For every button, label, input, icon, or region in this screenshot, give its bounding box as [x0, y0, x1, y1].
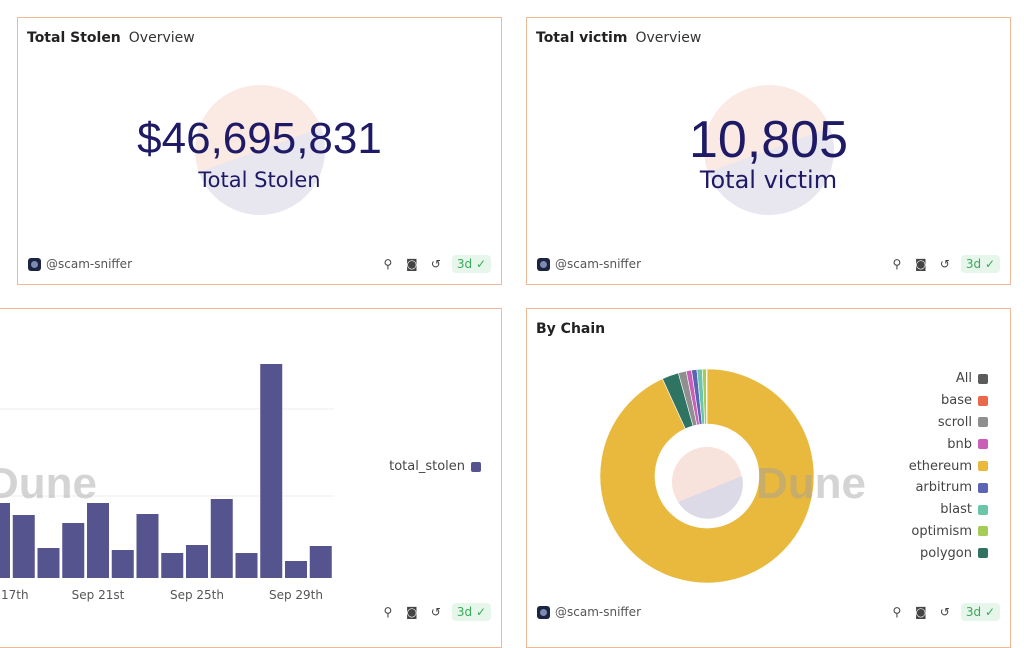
refresh-badge[interactable]: 3d ✓	[451, 603, 491, 621]
counter-value: 10,805	[688, 111, 849, 169]
camera-icon[interactable]: ◙	[915, 605, 927, 619]
legend-item-arbitrum[interactable]: arbitrum	[909, 477, 988, 499]
fork-icon[interactable]: ⚲	[383, 605, 393, 619]
donut-chart	[599, 368, 815, 584]
avatar	[28, 257, 41, 271]
bar[interactable]	[136, 514, 159, 578]
card-subtitle: Overview	[635, 30, 702, 46]
bar[interactable]	[186, 545, 208, 578]
bar[interactable]	[161, 553, 184, 578]
dune-watermark: Dune	[0, 459, 97, 508]
author-link[interactable]: @scam-sniffer	[555, 257, 641, 271]
refresh-icon[interactable]: ↺	[939, 605, 950, 619]
legend-item-ethereum[interactable]: ethereum	[909, 455, 988, 477]
refresh-badge[interactable]: 3d ✓	[960, 255, 1000, 273]
legend-swatch	[978, 417, 988, 428]
bar[interactable]	[309, 546, 332, 578]
legend-item-scroll[interactable]: scroll	[909, 412, 988, 434]
x-tick-label: Sep 25th	[170, 588, 224, 602]
check-circle-icon: ✓	[475, 257, 486, 271]
bar[interactable]	[111, 550, 134, 578]
camera-icon[interactable]: ◙	[406, 605, 418, 619]
refresh-icon[interactable]: ↺	[430, 605, 441, 619]
pie-legend: All base scroll bnb ethereum arbitrum blast opt…	[909, 368, 988, 564]
legend-swatch	[978, 548, 988, 559]
card-footer: ⚲ ◙ ↺ 3d ✓	[1, 602, 491, 622]
x-tick-label: Sep 21st	[72, 588, 125, 602]
legend-item[interactable]: total_stolen	[389, 456, 481, 478]
fork-icon[interactable]: ⚲	[383, 257, 393, 271]
pie-slice-base[interactable]	[706, 368, 708, 425]
legend-item-bnb[interactable]: bnb	[909, 433, 988, 455]
counter-label: Total Stolen	[198, 168, 321, 192]
stolen-bar-card: 17th Sep 21st Sep 25th Sep 29th Dune total_…	[0, 308, 502, 648]
card-footer: @scam-sniffer ⚲ ◙ ↺ 3d ✓	[28, 254, 491, 274]
dune-watermark: Dune	[756, 459, 866, 508]
check-circle-icon: ✓	[984, 605, 995, 619]
bar[interactable]	[210, 499, 233, 578]
bar[interactable]	[37, 548, 60, 578]
check-circle-icon: ✓	[984, 257, 995, 271]
author-link[interactable]: @scam-sniffer	[46, 257, 132, 271]
bar[interactable]	[62, 523, 85, 578]
bar-chart: 17th Sep 21st Sep 25th Sep 29th	[0, 364, 334, 602]
refresh-badge[interactable]: 3d ✓	[960, 603, 1000, 621]
card-footer: @scam-sniffer ⚲ ◙ ↺ 3d ✓	[537, 602, 1000, 622]
x-tick-label: Sep 29th	[269, 588, 323, 602]
fork-icon[interactable]: ⚲	[892, 257, 902, 271]
legend-swatch	[978, 526, 988, 537]
legend-swatch	[978, 461, 988, 472]
bar[interactable]	[285, 561, 307, 578]
refresh-icon[interactable]: ↺	[939, 257, 950, 271]
counter-value: $46,695,831	[137, 114, 382, 163]
card-title: Total Stolen	[27, 30, 121, 46]
legend-swatch	[978, 373, 988, 384]
background-logo	[703, 85, 834, 215]
bar-legend: total_stolen	[389, 456, 481, 478]
author-link[interactable]: @scam-sniffer	[555, 605, 641, 619]
bar[interactable]	[12, 515, 35, 578]
total-victim-card: Total victim Overview 10,805 Total victim…	[526, 17, 1011, 285]
bar[interactable]	[235, 553, 258, 578]
by-chain-card: By Chain Dune All base scroll bnb ethereum ar…	[526, 308, 1011, 648]
check-circle-icon: ✓	[475, 605, 486, 619]
camera-icon[interactable]: ◙	[915, 257, 927, 271]
card-title: Total victim	[536, 30, 628, 46]
bar[interactable]	[87, 503, 109, 578]
total-stolen-card: Total Stolen Overview $46,695,831 Total S…	[17, 17, 502, 285]
bar[interactable]	[260, 364, 283, 578]
legend-item-optimism[interactable]: optimism	[909, 521, 988, 543]
camera-icon[interactable]: ◙	[406, 257, 418, 271]
bar[interactable]	[0, 503, 10, 578]
background-logo	[194, 85, 325, 215]
legend-item-blast[interactable]: blast	[909, 499, 988, 521]
card-title: By Chain	[536, 321, 606, 337]
legend-swatch	[978, 504, 988, 515]
refresh-icon[interactable]: ↺	[430, 257, 441, 271]
fork-icon[interactable]: ⚲	[892, 605, 902, 619]
legend-item-All[interactable]: All	[909, 368, 988, 390]
legend-swatch	[978, 395, 988, 406]
counter: $46,695,831 Total Stolen	[18, 80, 501, 230]
legend-item-polygon[interactable]: polygon	[909, 542, 988, 564]
legend-swatch	[978, 482, 988, 493]
card-subtitle: Overview	[128, 30, 195, 46]
counter-label: Total victim	[699, 166, 838, 194]
card-footer: @scam-sniffer ⚲ ◙ ↺ 3d ✓	[537, 254, 1000, 274]
x-tick-label: 17th	[1, 588, 29, 602]
avatar	[537, 257, 550, 271]
counter: 10,805 Total victim	[527, 80, 1010, 230]
legend-item-base[interactable]: base	[909, 390, 988, 412]
legend-swatch	[471, 461, 481, 472]
refresh-badge[interactable]: 3d ✓	[451, 255, 491, 273]
legend-swatch	[978, 439, 988, 450]
center-logo-shade	[678, 476, 743, 519]
pie-slice-ethereum[interactable]	[599, 368, 815, 584]
avatar	[537, 605, 550, 619]
